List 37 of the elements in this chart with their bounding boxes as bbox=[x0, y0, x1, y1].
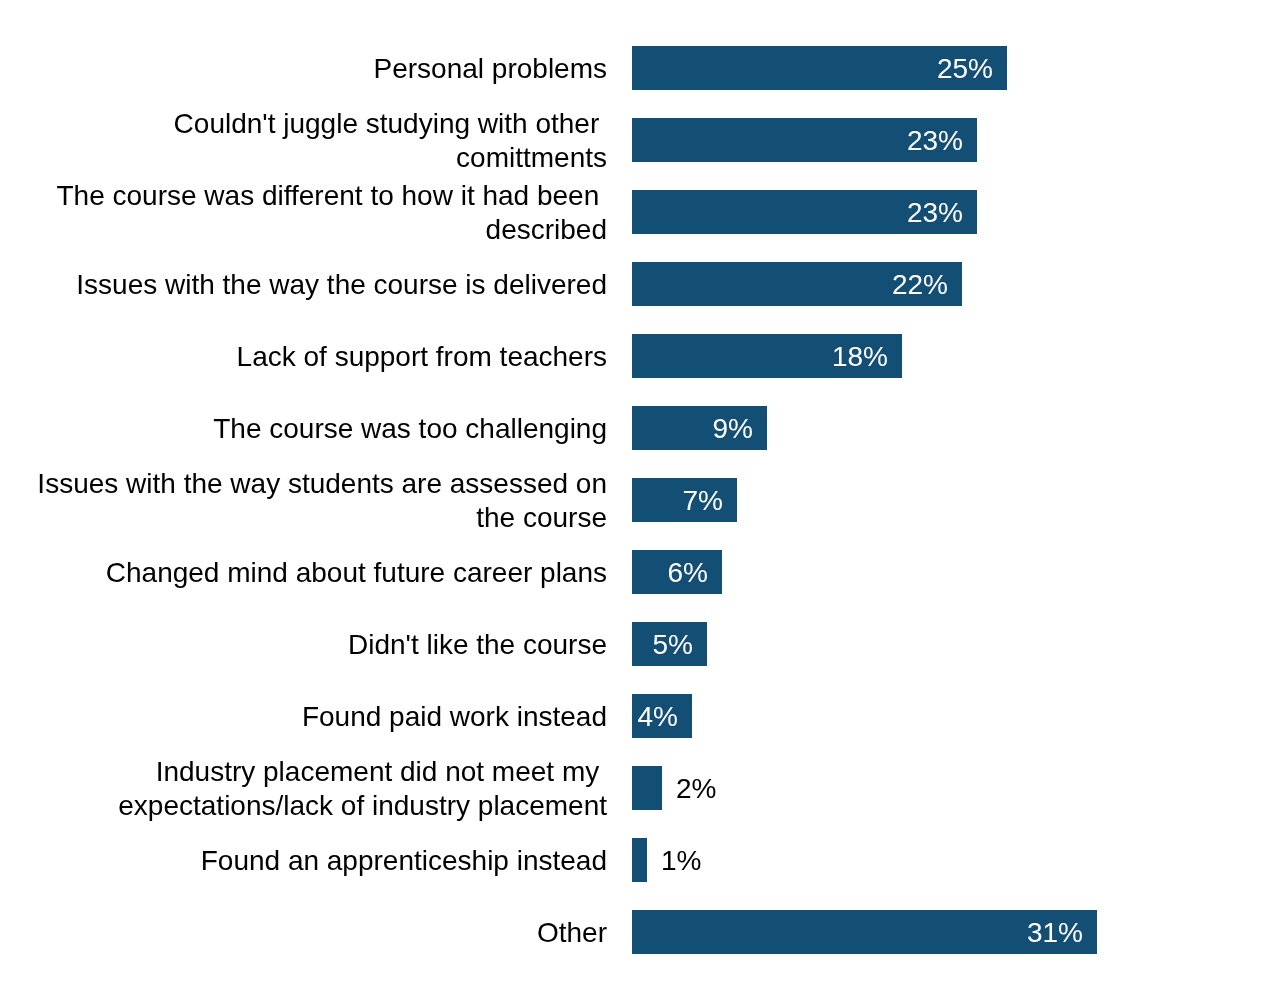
data-label: 23% bbox=[906, 124, 963, 156]
y-tick-label: The course was different to how it had been described bbox=[56, 179, 607, 245]
bar bbox=[632, 190, 977, 234]
data-label: 25% bbox=[936, 52, 993, 84]
y-tick-label: Found an apprenticeship instead bbox=[200, 844, 607, 876]
data-label: 7% bbox=[682, 484, 723, 516]
y-tick-label: Issues with the way students are assessed on the course bbox=[37, 467, 607, 533]
data-label: 9% bbox=[712, 412, 753, 444]
data-label: 1% bbox=[661, 844, 702, 876]
y-tick-label: Didn't like the course bbox=[347, 628, 607, 660]
y-tick-label: Issues with the way the course is delivered bbox=[76, 268, 607, 300]
y-tick-label: The course was too challenging bbox=[213, 412, 607, 444]
bar bbox=[632, 550, 722, 594]
data-label: 4% bbox=[637, 700, 678, 732]
data-label: 31% bbox=[1026, 916, 1083, 948]
bar bbox=[632, 766, 662, 810]
y-tick-label: Found paid work instead bbox=[301, 700, 607, 732]
y-tick-label: Other bbox=[536, 916, 607, 948]
data-label: 18% bbox=[831, 340, 888, 372]
y-tick-label: Changed mind about future career plans bbox=[105, 556, 607, 588]
bar bbox=[632, 478, 737, 522]
bar bbox=[632, 406, 767, 450]
data-label: 5% bbox=[652, 628, 693, 660]
y-tick-label: Industry placement did not meet my expectations/lack of industry placement bbox=[118, 755, 608, 821]
bar bbox=[632, 262, 962, 306]
bar bbox=[632, 334, 902, 378]
bar bbox=[632, 838, 647, 882]
data-label: 23% bbox=[906, 196, 963, 228]
y-tick-label: Personal problems bbox=[373, 52, 607, 84]
y-tick-label: Couldn't juggle studying with other comittments bbox=[173, 107, 607, 173]
data-label: 22% bbox=[891, 268, 948, 300]
bar bbox=[632, 118, 977, 162]
y-tick-label: Lack of support from teachers bbox=[236, 340, 607, 372]
data-label: 6% bbox=[667, 556, 708, 588]
bar bbox=[632, 910, 1097, 954]
data-label: 2% bbox=[676, 772, 717, 804]
bar bbox=[632, 46, 1007, 90]
